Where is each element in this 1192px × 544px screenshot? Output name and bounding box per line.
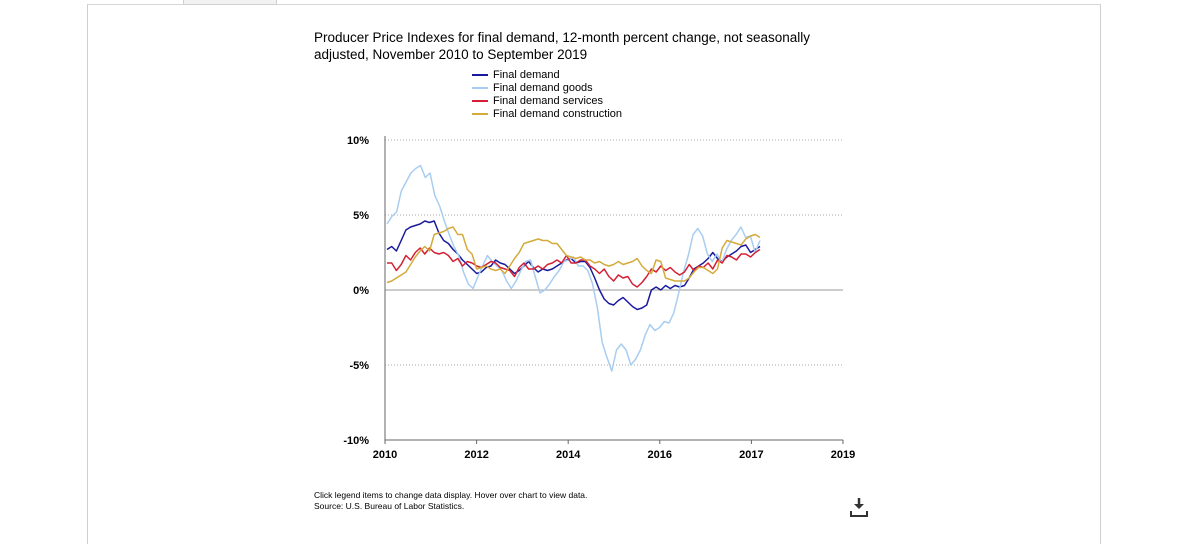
y-tick-label: -5% <box>349 360 369 372</box>
line-chart[interactable]: 10% 5% 0% -5% -10% 2010 2012 2014 2016 2017 2019 <box>0 0 1192 520</box>
legend-swatch <box>472 112 488 115</box>
x-tick-label: 2012 <box>464 449 488 461</box>
series-line-1[interactable] <box>386 220 761 311</box>
legend-label: Final demand goods <box>493 81 593 94</box>
legend-label: Final demand construction <box>493 107 623 120</box>
x-tick-label: 2014 <box>556 449 581 461</box>
footnote-instructions: Click legend items to change data displa… <box>314 490 588 500</box>
legend-label: Final demand services <box>493 94 604 107</box>
series-line-4[interactable] <box>386 226 761 284</box>
legend-swatch <box>472 99 488 102</box>
x-tick-label: 2017 <box>739 449 763 461</box>
legend-item-2[interactable]: Final demand goods <box>472 81 622 94</box>
chart-legend: Final demand Final demand goods Final dema… <box>472 68 622 120</box>
legend-swatch <box>472 86 488 89</box>
legend-item-4[interactable]: Final demand construction <box>472 107 622 120</box>
x-tick-label: 2019 <box>831 449 855 461</box>
chart-footnote: Click legend items to change data displa… <box>314 490 587 512</box>
footnote-source: Source: U.S. Bureau of Labor Statistics. <box>314 501 465 511</box>
series-line-3[interactable] <box>387 247 761 288</box>
legend-swatch <box>472 73 488 76</box>
y-tick-label: -10% <box>343 435 369 447</box>
x-tick-label: 2010 <box>373 449 397 461</box>
x-tick-label: 2016 <box>648 449 672 461</box>
legend-label: Final demand <box>493 68 560 81</box>
download-button[interactable] <box>848 496 870 518</box>
chart-panel <box>87 4 1101 544</box>
tab-stub[interactable] <box>183 0 277 5</box>
legend-item-3[interactable]: Final demand services <box>472 94 622 107</box>
y-tick-label: 5% <box>353 210 369 222</box>
y-tick-label: 10% <box>347 135 369 147</box>
chart-title: Producer Price Indexes for final demand,… <box>314 30 811 62</box>
download-icon <box>850 498 868 517</box>
legend-item-1[interactable]: Final demand <box>472 68 622 81</box>
y-tick-label: 0% <box>353 285 369 297</box>
